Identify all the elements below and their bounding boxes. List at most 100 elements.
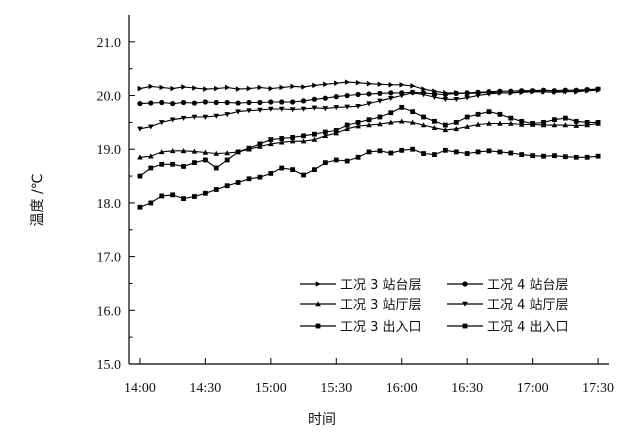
data-point	[289, 107, 296, 113]
x-tick-label: 17:30	[582, 381, 614, 396]
data-point	[344, 92, 350, 99]
data-point	[290, 167, 296, 173]
data-point	[366, 91, 372, 97]
data-point	[137, 126, 143, 132]
data-point	[159, 161, 165, 167]
data-point	[584, 122, 590, 128]
data-point	[399, 82, 405, 88]
x-ticks: 14:00 14:30 15:00 15:30 16:00 16:30 17:00 17:30	[124, 358, 614, 396]
data-point	[421, 151, 426, 156]
data-point	[192, 160, 197, 166]
data-point	[442, 127, 449, 133]
x-tick-label: 15:30	[320, 381, 352, 396]
data-point	[530, 121, 536, 126]
data-point	[191, 100, 198, 106]
data-point	[595, 153, 601, 159]
data-point	[595, 86, 601, 92]
data-point	[541, 119, 546, 125]
x-tick-label: 14:30	[189, 381, 221, 396]
data-point	[377, 90, 383, 96]
data-point	[322, 95, 328, 101]
data-point	[148, 153, 154, 159]
data-point	[290, 99, 296, 105]
data-point	[573, 122, 580, 128]
data-point	[377, 81, 383, 88]
data-point	[224, 112, 230, 118]
data-point	[431, 94, 438, 100]
data-point	[388, 82, 394, 88]
data-point	[584, 87, 590, 93]
data-point	[344, 126, 350, 132]
data-point	[562, 89, 569, 95]
data-point	[486, 109, 492, 115]
data-point	[442, 122, 448, 128]
data-point	[268, 106, 274, 112]
data-point	[213, 165, 219, 171]
x-tick-label: 16:30	[451, 381, 483, 396]
data-point	[148, 200, 154, 206]
y-tick-label: 18.0	[97, 197, 122, 212]
data-point	[333, 105, 340, 111]
data-point	[409, 119, 416, 125]
data-point	[268, 170, 274, 176]
y-axis-title: 温度 /℃	[30, 174, 46, 227]
data-point	[235, 86, 241, 92]
data-point	[257, 141, 263, 147]
data-point	[202, 99, 208, 105]
data-point	[279, 99, 285, 105]
data-point	[519, 152, 525, 157]
data-point	[203, 86, 209, 92]
data-point	[562, 154, 568, 160]
data-point	[551, 90, 558, 96]
data-point	[366, 101, 372, 107]
data-point	[366, 149, 372, 155]
legend-item: 工况 3 出入口	[300, 320, 422, 335]
legend-label: 工况 4 站台层	[487, 278, 569, 293]
x-tick-label: 17:00	[517, 381, 549, 396]
data-point	[312, 82, 318, 89]
data-point	[453, 97, 460, 103]
data-point	[312, 167, 317, 173]
data-point	[410, 109, 416, 115]
legend-marker	[315, 301, 321, 307]
data-point	[453, 90, 459, 96]
data-point	[388, 95, 394, 102]
data-point	[192, 85, 198, 91]
data-point	[344, 104, 350, 110]
data-point	[541, 153, 546, 159]
data-point	[355, 119, 361, 125]
data-point	[290, 135, 296, 140]
legend-label: 工况 4 站厅层	[487, 298, 569, 313]
data-point	[398, 118, 405, 124]
data-point	[377, 114, 383, 120]
data-point	[573, 118, 579, 124]
data-point	[224, 99, 230, 106]
data-point	[333, 130, 340, 136]
series-6	[137, 104, 601, 179]
data-point	[268, 137, 274, 142]
legend-label: 工况 3 站厅层	[340, 298, 422, 313]
data-point	[301, 133, 306, 139]
data-point	[169, 148, 176, 154]
data-point	[344, 122, 350, 128]
data-point	[475, 121, 481, 127]
data-point	[159, 99, 165, 106]
data-point	[344, 79, 350, 85]
data-point	[257, 107, 263, 113]
legend-marker	[315, 323, 321, 329]
data-point	[290, 83, 296, 90]
data-point	[137, 85, 143, 92]
data-point	[442, 147, 448, 153]
data-point	[192, 194, 197, 199]
data-point	[235, 149, 241, 155]
data-point	[202, 157, 208, 163]
data-point	[562, 115, 568, 121]
data-point	[235, 100, 241, 106]
data-point	[453, 119, 459, 125]
legend-label: 工况 3 站台层	[340, 278, 422, 293]
data-point	[202, 149, 209, 155]
y-tick-label: 19.0	[97, 143, 122, 158]
data-point	[213, 99, 219, 106]
data-point	[497, 111, 503, 117]
